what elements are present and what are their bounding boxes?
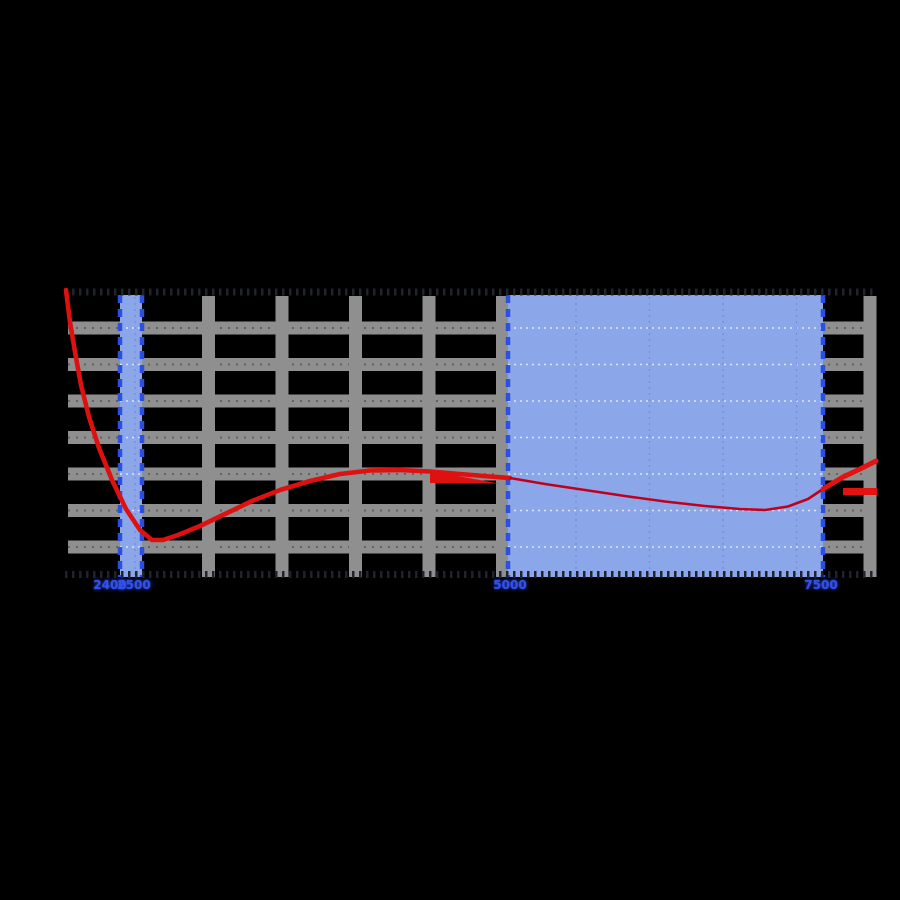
wide-selection[interactable] [508, 295, 823, 577]
x-tick-label: 5000 [493, 578, 527, 592]
response-curve [63, 287, 513, 543]
x-tick-label: 2500 [117, 578, 151, 592]
x-tick-label: 2400 [93, 578, 127, 592]
arrow-wedge [430, 471, 499, 484]
narrow-selection[interactable] [120, 295, 142, 577]
x-tick-label: 7500 [804, 578, 838, 592]
response-curve [508, 476, 825, 512]
response-curve [820, 458, 879, 492]
